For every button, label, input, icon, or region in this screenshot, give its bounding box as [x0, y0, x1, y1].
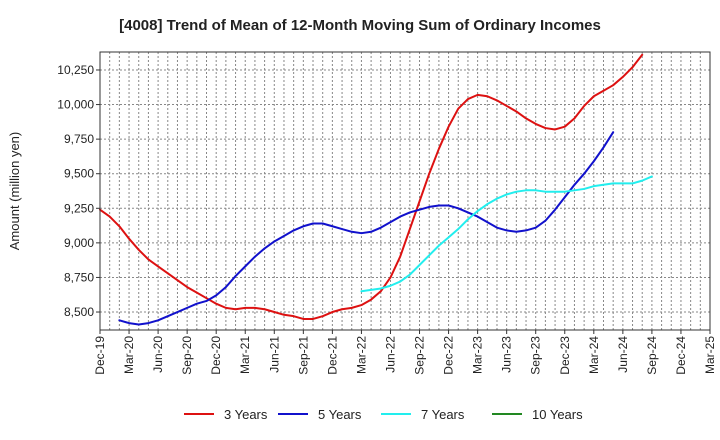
x-tick-label: Sep-24: [645, 336, 659, 375]
x-tick-label: Dec-22: [442, 336, 456, 375]
y-axis-ticks: 8,500 8,750 9,000 9,250 9,500 9,750 10,000 10,2…: [57, 63, 100, 319]
y-tick-label: 8,750: [64, 270, 94, 284]
y-tick-label: 10,250: [57, 63, 94, 77]
y-tick-label: 9,250: [64, 201, 94, 215]
legend-label: 5 Years: [318, 407, 362, 422]
x-tick-label: Mar-23: [471, 336, 485, 374]
x-tick-label: Sep-21: [296, 336, 310, 375]
x-tick-label: Jun-22: [383, 336, 397, 373]
y-tick-label: 8,500: [64, 305, 94, 319]
y-tick-label: 9,750: [64, 132, 94, 146]
y-axis-label: Amount (million yen): [7, 132, 22, 251]
series-line-3-years: [99, 53, 644, 320]
x-tick-label: Jun-23: [500, 336, 514, 373]
x-tick-label: Mar-25: [703, 336, 717, 374]
x-tick-label: Sep-23: [529, 336, 543, 375]
legend-label: 3 Years: [224, 407, 268, 422]
x-tick-label: Sep-22: [413, 336, 427, 375]
x-tick-label: Jun-24: [616, 336, 630, 373]
legend-label: 10 Years: [532, 407, 583, 422]
y-tick-label: 9,500: [64, 167, 94, 181]
x-tick-label: Dec-20: [209, 336, 223, 375]
x-tick-label: Jun-20: [151, 336, 165, 373]
x-axis-ticks: Dec-19 Mar-20 Jun-20 Sep-20 Dec-20 Mar-21 Jun-…: [93, 330, 717, 375]
series-line-7-years: [360, 175, 653, 293]
x-tick-label: Jun-21: [267, 336, 281, 373]
plot-frame: [99, 51, 711, 331]
series-line-5-years: [118, 131, 615, 326]
x-tick-label: Mar-20: [122, 336, 136, 374]
series-lines: [99, 53, 653, 326]
x-tick-label: Sep-20: [180, 336, 194, 375]
x-tick-label: Dec-23: [558, 336, 572, 375]
chart-title: [4008] Trend of Mean of 12-Month Moving …: [119, 17, 601, 34]
x-tick-label: Mar-24: [587, 336, 601, 374]
y-tick-label: 9,000: [64, 236, 94, 250]
x-tick-label: Dec-21: [325, 336, 339, 375]
x-tick-label: Mar-21: [238, 336, 252, 374]
x-tick-label: Dec-24: [674, 336, 688, 375]
x-tick-label: Dec-19: [93, 336, 107, 375]
y-tick-label: 10,000: [57, 98, 94, 112]
legend: 3 Years 5 Years 7 Years 10 Years: [184, 407, 583, 422]
legend-label: 7 Years: [421, 407, 465, 422]
x-tick-label: Mar-22: [354, 336, 368, 374]
gridlines: [100, 52, 710, 330]
